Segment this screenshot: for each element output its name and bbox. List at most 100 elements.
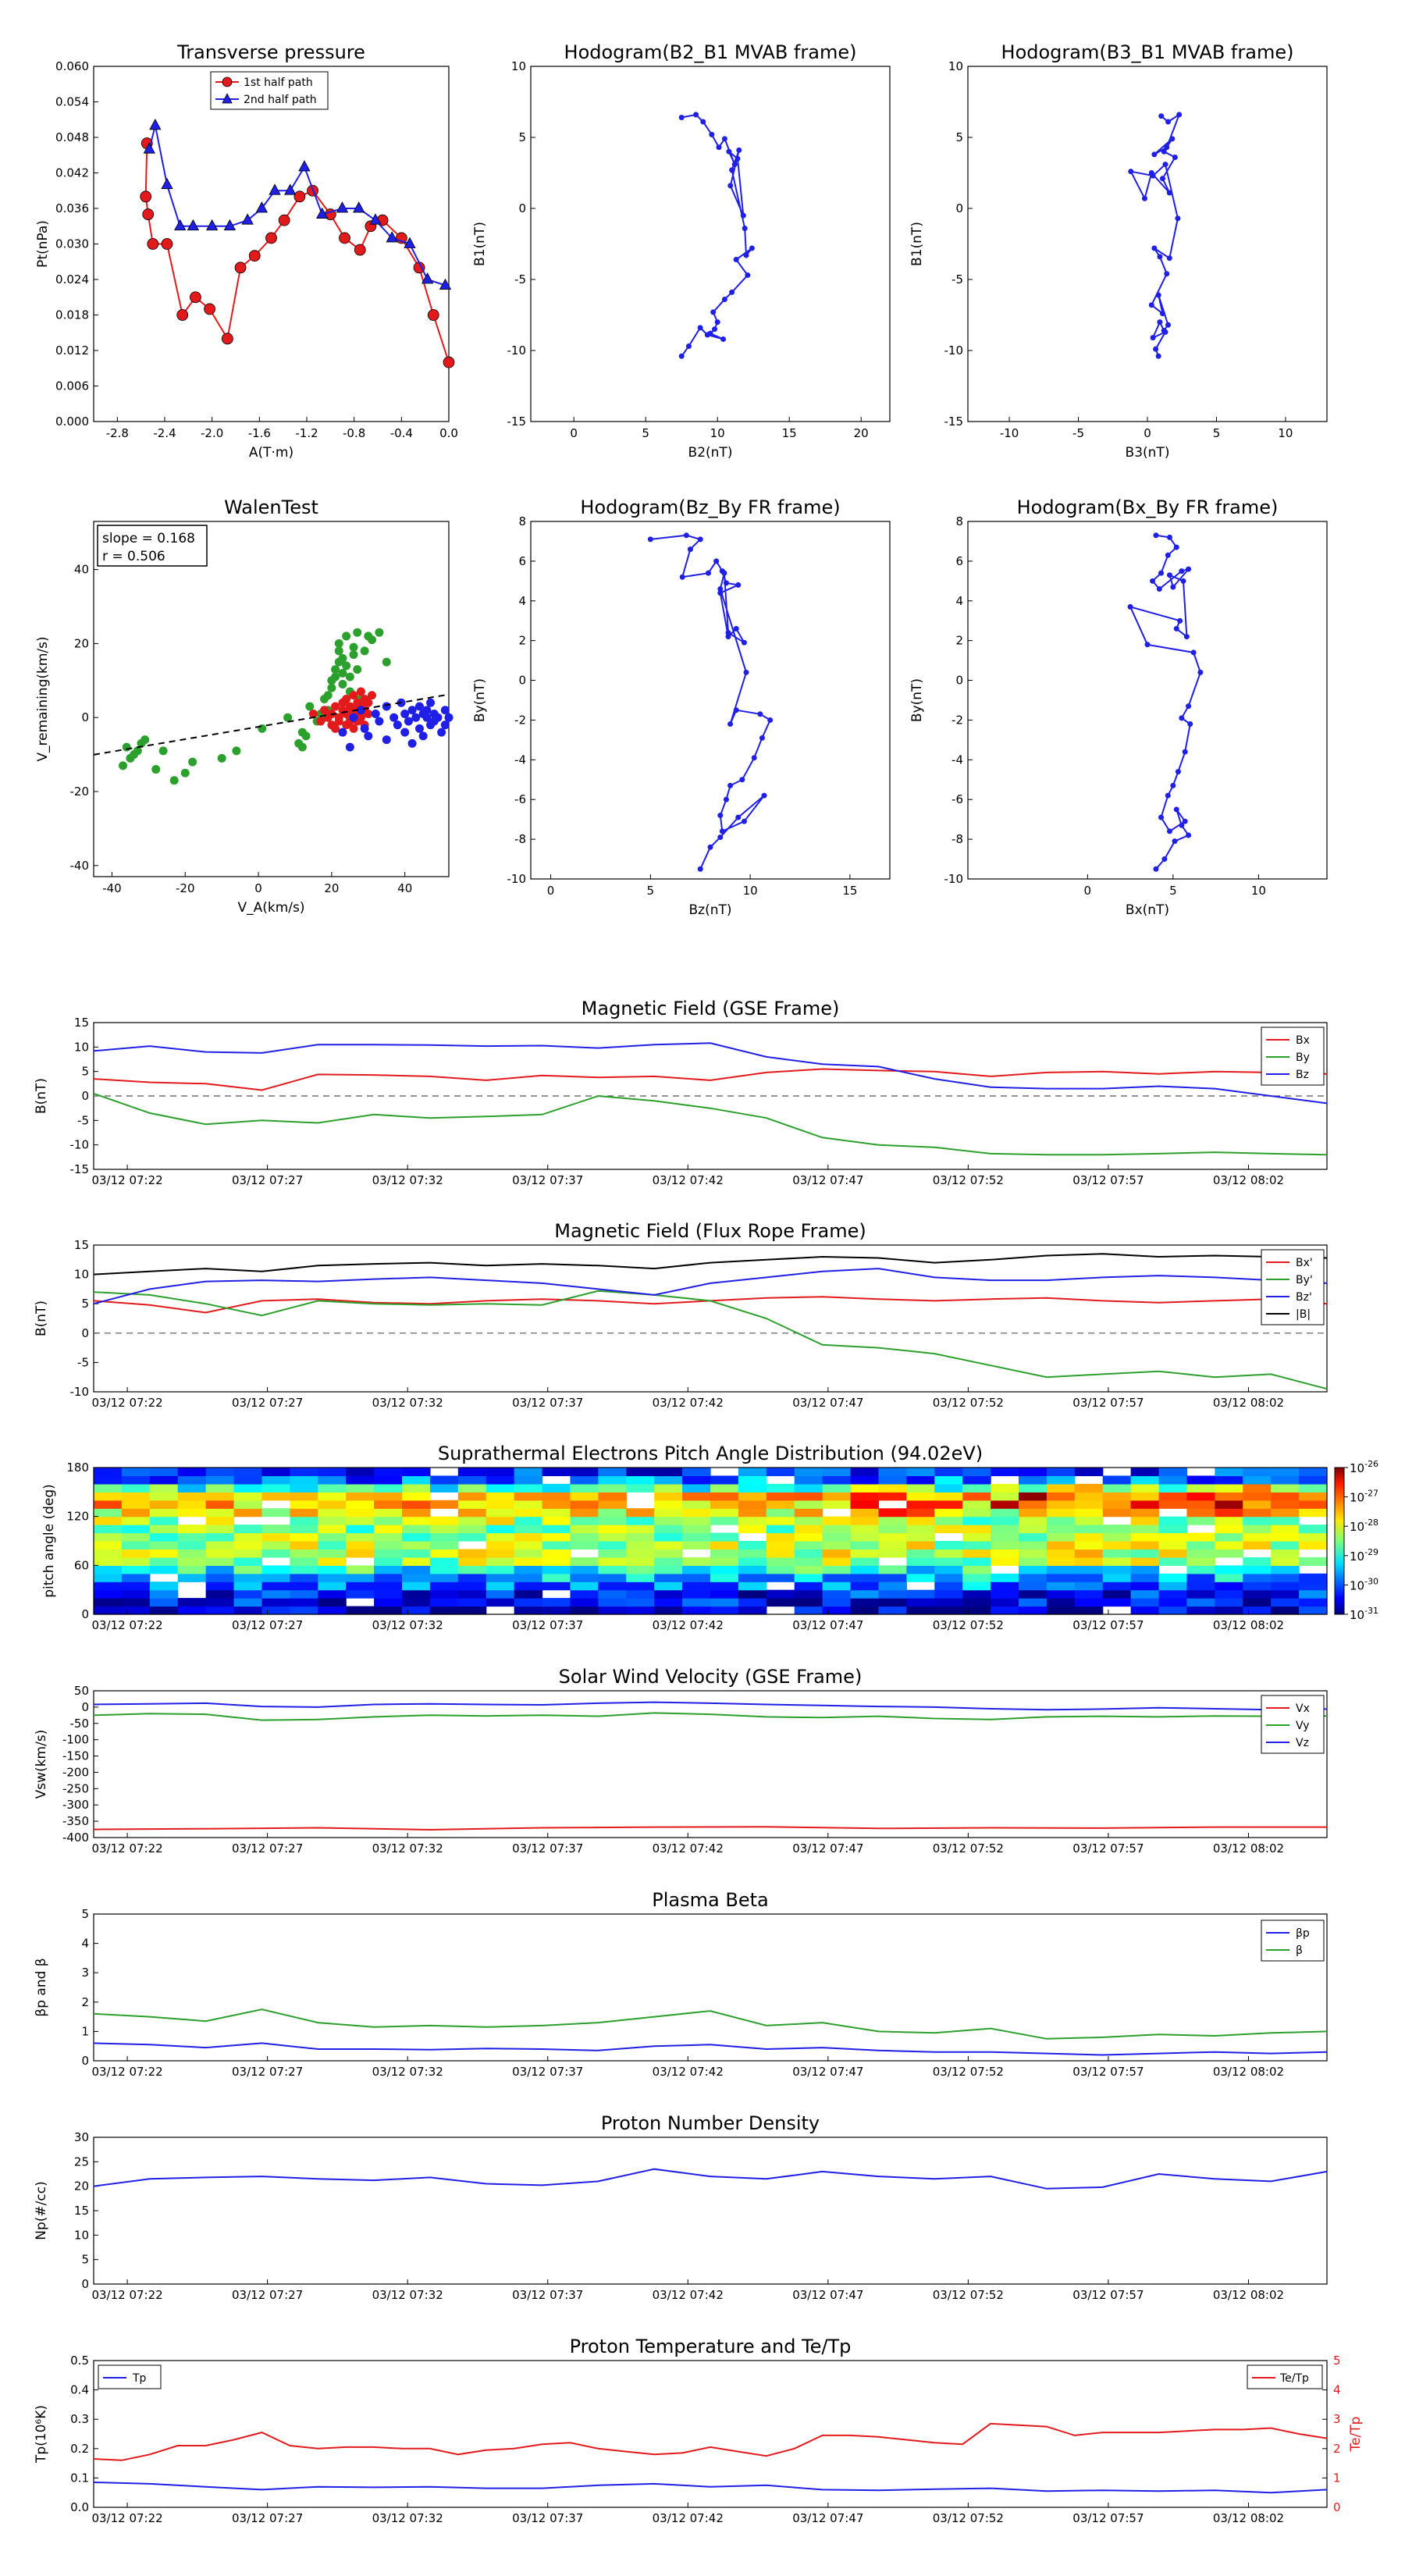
heatmap-cell — [1299, 1541, 1328, 1550]
heatmap-cell — [710, 1500, 739, 1509]
colorbar-tick-label: 10-27 — [1350, 1489, 1378, 1505]
heatmap-cell — [1046, 1606, 1076, 1615]
heatmap-cell — [934, 1468, 963, 1477]
data-point — [305, 702, 315, 711]
heatmap-cell — [149, 1606, 179, 1615]
heatmap-cell — [233, 1557, 263, 1566]
data-point — [723, 580, 729, 586]
heatmap-cell — [991, 1598, 1019, 1607]
colorbar-tick-label: 10-28 — [1350, 1517, 1378, 1534]
series-line — [1129, 534, 1201, 870]
heatmap-cell — [766, 1565, 795, 1574]
time-tick-label: 03/12 07:22 — [91, 1841, 162, 1856]
heatmap-cell — [766, 1589, 795, 1599]
heatmap-cell — [794, 1475, 823, 1485]
y-tick-label: 5 — [1333, 2354, 1341, 2368]
heatmap-cell — [822, 1557, 852, 1566]
data-point — [1173, 806, 1179, 813]
heatmap-cell — [457, 1598, 487, 1607]
heatmap-cell — [1158, 1492, 1188, 1501]
data-point — [316, 717, 325, 726]
heatmap-cell — [962, 1492, 991, 1501]
heatmap-cell — [290, 1598, 318, 1607]
heatmap-cell — [710, 1557, 739, 1566]
plot-frame — [93, 2137, 1328, 2285]
heatmap-cell — [822, 1582, 852, 1591]
heatmap-cell — [346, 1582, 375, 1591]
heatmap-cell — [598, 1589, 627, 1599]
heatmap-cell — [542, 1557, 571, 1566]
data-point — [1128, 169, 1134, 175]
time-tick-label: 03/12 08:02 — [1213, 2511, 1284, 2525]
data-point — [354, 244, 366, 256]
heatmap-cell — [457, 1565, 487, 1574]
heatmap-cell — [514, 1525, 543, 1534]
data-point — [1166, 828, 1172, 834]
y-tick-label: 0 — [81, 1089, 89, 1103]
heatmap-cell — [205, 1508, 235, 1517]
heatmap-cell — [149, 1468, 179, 1477]
data-point — [190, 291, 201, 304]
heatmap-cell — [1243, 1525, 1272, 1534]
heatmap-cell — [177, 1500, 207, 1509]
time-tick-label: 03/12 07:47 — [792, 1618, 863, 1632]
heatmap-cell — [710, 1475, 739, 1485]
data-point — [1150, 335, 1156, 341]
heatmap-cell — [1243, 1508, 1272, 1517]
data-point — [745, 272, 751, 279]
x-tick-label: -0.4 — [390, 426, 413, 440]
data-point — [678, 115, 685, 121]
heatmap-cell — [374, 1508, 403, 1517]
heatmap-cell — [962, 1541, 991, 1550]
heatmap-cell — [346, 1565, 375, 1574]
time-tick-label: 03/12 07:42 — [653, 1173, 724, 1187]
heatmap-cell — [1271, 1565, 1300, 1574]
heatmap-cell — [822, 1606, 852, 1615]
heatmap-cell — [1102, 1549, 1132, 1558]
data-point — [1161, 856, 1168, 863]
heatmap-cell — [934, 1549, 963, 1558]
data-point — [1187, 721, 1193, 728]
heatmap-cell — [1046, 1492, 1076, 1501]
heatmap-cell — [374, 1468, 403, 1477]
data-point — [1151, 245, 1158, 251]
heatmap-cell — [542, 1516, 571, 1525]
y-tick-label: 0 — [81, 710, 89, 724]
heatmap-cell — [850, 1598, 880, 1607]
chart-title: Hodogram(Bz_By FR frame) — [580, 496, 840, 518]
heatmap-cell — [962, 1582, 991, 1591]
y-tick-label: 0 — [518, 201, 526, 215]
heatmap-cell — [177, 1475, 207, 1485]
heatmap-cell — [1158, 1606, 1188, 1615]
data-point — [1170, 584, 1176, 590]
heatmap-cell — [1215, 1483, 1243, 1493]
time-tick-label: 03/12 08:02 — [1213, 2065, 1284, 2079]
annotation-slope: slope = 0.168 — [102, 531, 195, 546]
y-tick-label: 0.048 — [55, 130, 89, 144]
data-point — [369, 213, 382, 225]
data-point — [331, 672, 340, 681]
data-point — [336, 201, 349, 213]
heatmap-cell — [934, 1589, 963, 1599]
data-point — [1148, 302, 1154, 308]
heatmap-cell — [318, 1532, 347, 1542]
data-point — [149, 118, 162, 130]
heatmap-cell — [991, 1525, 1019, 1534]
heatmap-cell — [1102, 1565, 1132, 1574]
data-point — [720, 336, 727, 342]
y-tick-label: -40 — [70, 859, 90, 873]
heatmap-cell — [710, 1541, 739, 1550]
heatmap-cell — [1102, 1483, 1132, 1493]
heatmap-cell — [850, 1573, 880, 1582]
legend-label: By — [1296, 1051, 1310, 1064]
heatmap-cell — [429, 1557, 459, 1566]
heatmap-cell — [1019, 1589, 1048, 1599]
heatmap-cell — [598, 1582, 627, 1591]
heatmap-cell — [850, 1606, 880, 1615]
time-tick-label: 03/12 07:22 — [91, 2511, 162, 2525]
heatmap-cell — [570, 1541, 599, 1550]
data-point — [725, 629, 731, 635]
heatmap-cell — [346, 1475, 375, 1485]
chart-walen-test: -40 -20 0 20 40 -40 -20 0 20 40 WalenTest V_A(km/s)… — [35, 496, 454, 916]
heatmap-cell — [906, 1573, 935, 1582]
